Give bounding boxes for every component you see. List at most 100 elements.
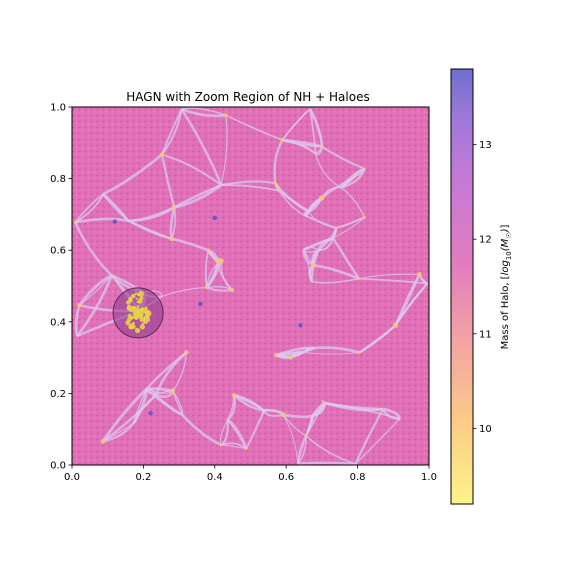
zoom-halo-point — [130, 293, 136, 299]
filament — [318, 237, 335, 252]
filament — [155, 394, 183, 416]
halo-point — [277, 189, 281, 193]
filament — [101, 387, 148, 443]
halo-point — [206, 248, 211, 253]
zoom-halo-point — [136, 300, 139, 304]
halo-point — [288, 355, 294, 360]
filament — [170, 207, 177, 240]
halo-point — [219, 443, 223, 447]
filament — [308, 108, 324, 147]
halo-point — [354, 174, 357, 178]
colorbar-ticks: 10 11 12 13 — [473, 140, 492, 435]
halo-point — [304, 434, 308, 438]
filament — [181, 107, 226, 118]
filament — [128, 206, 175, 222]
filament — [172, 352, 188, 392]
halo-point — [100, 439, 106, 444]
filament — [145, 351, 188, 390]
filament — [308, 211, 337, 229]
filament — [354, 408, 385, 465]
halo-point — [110, 274, 113, 277]
filament — [180, 108, 223, 186]
filament — [394, 282, 429, 326]
filament — [332, 216, 365, 239]
colorbar-tick-label: 13 — [479, 140, 492, 151]
x-tick-label: 0.4 — [207, 472, 223, 483]
filament — [162, 287, 207, 297]
filament — [221, 184, 280, 192]
filament — [181, 107, 226, 116]
filament — [282, 414, 299, 464]
filament — [227, 419, 247, 449]
filament — [102, 394, 157, 443]
filament — [102, 193, 130, 222]
zoom-halo-point — [130, 305, 137, 312]
halo-point — [223, 113, 228, 117]
x-tick-label: 1.0 — [421, 472, 437, 483]
zoom-region-haloes — [125, 290, 152, 334]
halo-point — [319, 195, 325, 201]
filament — [221, 442, 247, 450]
filament — [302, 346, 316, 354]
filament — [233, 393, 265, 412]
x-axis: 0.0 0.2 0.4 0.6 0.8 1.0 — [64, 465, 437, 483]
filament — [225, 114, 283, 141]
zoom-halo-point — [134, 315, 139, 320]
filament — [245, 410, 266, 450]
x-tick-label: 0.8 — [350, 472, 366, 483]
filament — [282, 138, 317, 155]
zoom-halo-point — [136, 305, 140, 308]
y-tick-label: 0.6 — [50, 246, 66, 257]
halo-point — [226, 418, 229, 421]
x-tick-label: 0.6 — [278, 472, 294, 483]
zoom-halo-point — [132, 311, 137, 316]
filament — [161, 153, 222, 186]
chart-title: HAGN with Zoom Region of NH + Haloes — [126, 90, 369, 104]
filament — [206, 286, 233, 292]
halo-point — [274, 352, 279, 358]
zoom-halo-point — [136, 292, 141, 297]
colorbar-tick-label: 10 — [479, 424, 492, 435]
filament — [358, 273, 420, 280]
halo-point — [323, 401, 326, 404]
filament — [340, 187, 365, 218]
filament — [171, 237, 209, 252]
x-tick-label: 0.2 — [135, 472, 151, 483]
zoom-halo-point — [139, 307, 145, 312]
y-tick-label: 1.0 — [50, 103, 66, 114]
halo-point — [244, 447, 248, 450]
halo-point — [172, 205, 177, 210]
filament — [314, 153, 342, 189]
filament — [161, 108, 183, 156]
filament — [311, 277, 359, 284]
halo-point — [231, 392, 236, 398]
halo-clusters — [73, 113, 422, 450]
filament — [303, 236, 334, 252]
halo-point — [77, 303, 82, 308]
halo-point — [362, 215, 366, 219]
plot-frame — [71, 106, 430, 466]
massive-halo-point — [212, 215, 217, 221]
filament — [340, 168, 366, 189]
plot-area — [72, 107, 429, 465]
zoom-halo-point — [144, 309, 150, 315]
filament — [74, 193, 104, 224]
halo-point — [205, 286, 209, 290]
filament — [102, 422, 135, 443]
filament — [273, 139, 284, 184]
filament — [321, 145, 366, 170]
y-tick-label: 0.2 — [50, 389, 66, 400]
filament — [173, 183, 223, 209]
filament — [309, 108, 317, 154]
filament — [78, 274, 113, 307]
filament — [297, 435, 307, 465]
filament — [302, 351, 360, 355]
halo-point — [357, 277, 361, 281]
filament — [282, 414, 307, 437]
filament — [181, 414, 222, 447]
filament — [102, 153, 163, 196]
massive-halo-point — [112, 219, 118, 224]
halo-point — [280, 412, 286, 418]
filament — [355, 418, 401, 465]
halo-point — [169, 236, 175, 242]
